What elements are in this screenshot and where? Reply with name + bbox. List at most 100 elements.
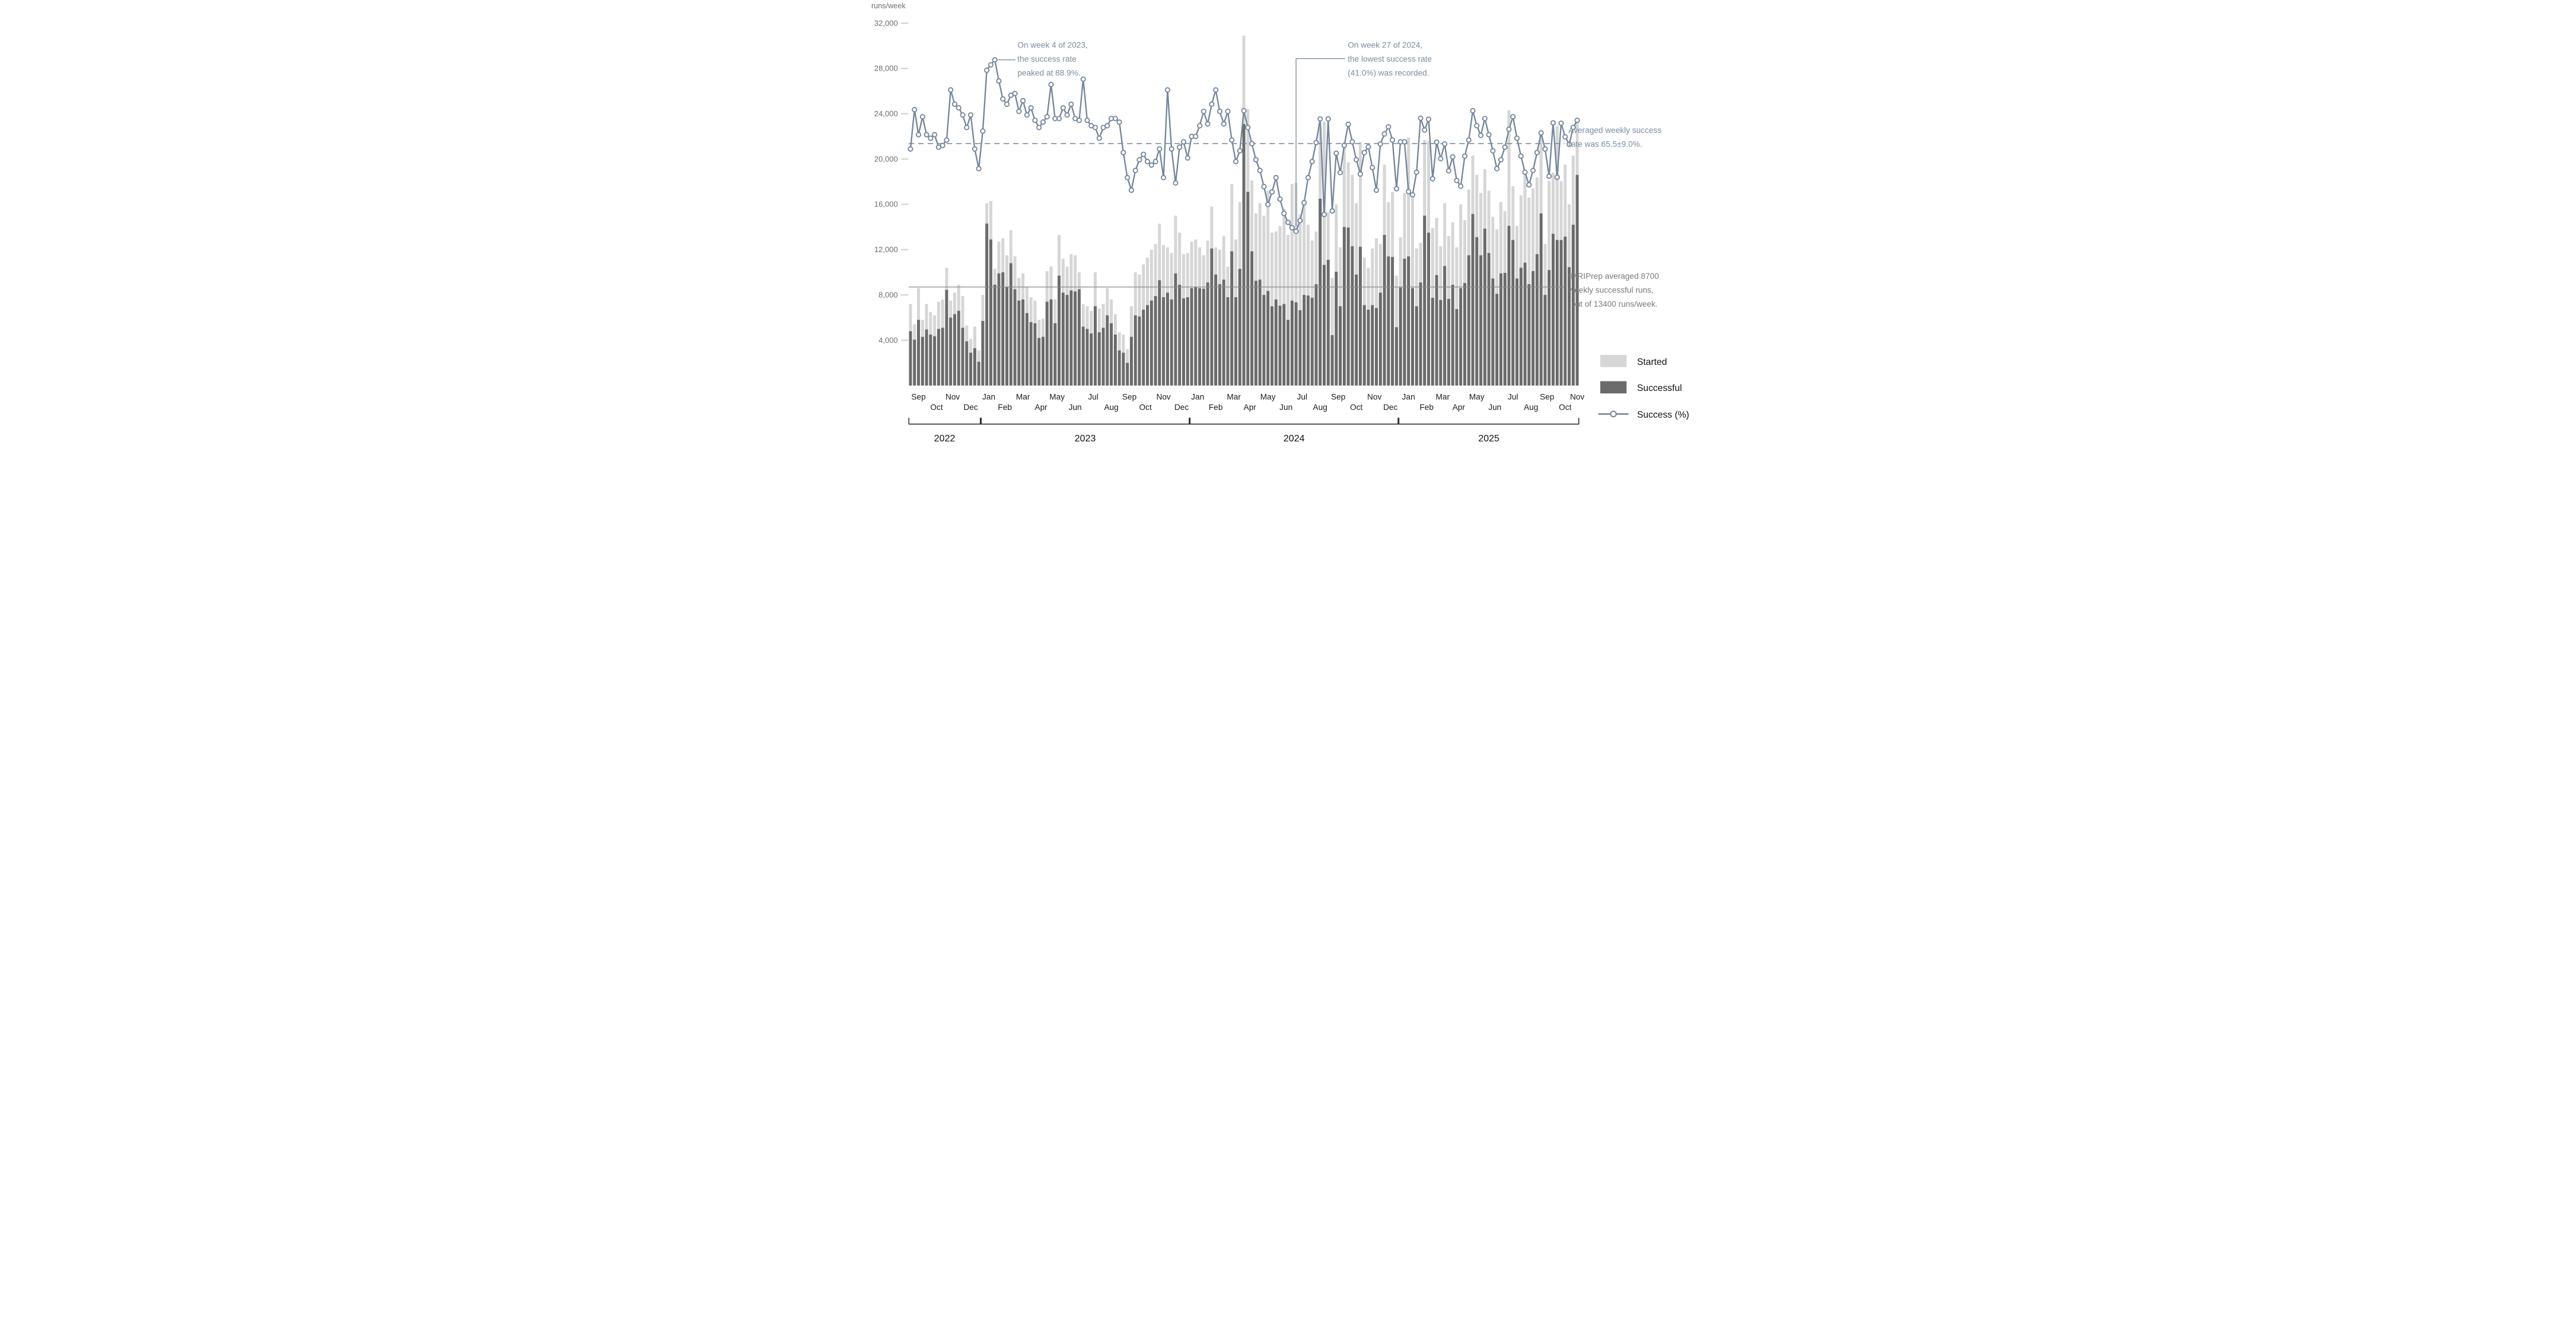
bar-successful (964, 341, 968, 386)
success-rate-marker (1333, 150, 1339, 156)
bar-successful (1025, 313, 1029, 386)
legend-label-started: Started (1636, 357, 1666, 367)
bar-successful (1214, 274, 1217, 386)
bar-successful (1193, 287, 1197, 386)
success-rate-marker (1542, 146, 1548, 152)
bar-successful (1314, 284, 1317, 386)
bar-successful (1266, 291, 1269, 386)
bar-successful (1049, 299, 1053, 386)
year-label: 2024 (1283, 434, 1304, 444)
bar-successful (989, 239, 992, 386)
bar-successful (1037, 338, 1040, 386)
success-rate-marker (1068, 101, 1074, 107)
success-rate-marker (1425, 116, 1431, 122)
bar-successful (1145, 305, 1149, 386)
bar-successful (1543, 295, 1546, 386)
bar-successful (1431, 297, 1434, 386)
month-label: Sep (911, 392, 926, 401)
success-rate-marker (1494, 166, 1499, 171)
success-rate-marker (1120, 150, 1126, 155)
bar-successful (1077, 289, 1081, 386)
success-rate-marker (1401, 139, 1408, 145)
bar-started (1266, 190, 1269, 386)
success-rate-marker (1020, 98, 1026, 104)
success-rate-marker (1385, 124, 1391, 130)
success-rate-marker (1437, 155, 1443, 161)
bar-successful (1507, 225, 1510, 386)
bar-successful (1105, 315, 1109, 386)
bar-successful (1483, 228, 1486, 386)
success-rate-marker (1004, 101, 1010, 107)
bar-successful (1310, 297, 1314, 386)
avg-rate-annotation-text: rate was 65.5±9.0%. (1568, 139, 1642, 148)
success-rate-marker (983, 67, 989, 73)
success-rate-marker (943, 137, 950, 143)
month-label: Aug (1524, 403, 1538, 412)
success-rate-marker (1047, 81, 1054, 88)
bar-successful (1073, 291, 1077, 386)
bar-successful (1166, 292, 1169, 386)
month-label: Apr (1243, 403, 1256, 412)
bar-successful (1225, 297, 1229, 386)
y-tick-label: 24,000 (874, 109, 897, 118)
lowest-annotation-text: the lowest success rate (1348, 55, 1432, 63)
success-rate-marker (1056, 116, 1062, 122)
bar-successful (1150, 300, 1153, 386)
bar-successful (1402, 259, 1406, 386)
year-bracket (908, 418, 980, 425)
bar-successful (985, 223, 988, 386)
success-rate-marker (1518, 153, 1524, 159)
bar-successful (1575, 174, 1579, 386)
success-rate-marker (1405, 189, 1411, 195)
success-rate-marker (1562, 134, 1568, 140)
success-rate-marker (1184, 155, 1190, 161)
bar-successful (1519, 268, 1523, 386)
bar-successful (1093, 306, 1097, 386)
bar-successful (1061, 292, 1065, 386)
success-rate-marker (1276, 196, 1283, 202)
legend-swatch-started (1600, 355, 1626, 367)
bar-successful (1350, 246, 1354, 386)
success-rate-marker (1217, 109, 1222, 115)
success-rate-marker (1164, 87, 1170, 93)
month-label: Nov (945, 392, 959, 401)
bar-successful (1282, 304, 1285, 386)
month-label: Sep (1540, 392, 1555, 401)
success-rate-marker (1176, 144, 1182, 150)
bar-successful (909, 331, 912, 386)
bar-successful (1551, 234, 1555, 386)
bar-successful (1121, 352, 1125, 386)
success-rate-marker (972, 146, 977, 152)
bar-successful (1471, 214, 1475, 386)
success-rate-marker (1124, 174, 1130, 180)
success-rate-marker (1253, 157, 1259, 163)
success-rate-marker (1116, 119, 1122, 125)
success-rate-marker (927, 135, 933, 141)
legend-marker-success-pct (1609, 411, 1617, 418)
success-rate-marker (1530, 167, 1536, 173)
bar-successful (1089, 333, 1093, 386)
bar-successful (1117, 350, 1121, 386)
bar-started (1330, 278, 1334, 386)
legend-swatch-successful (1600, 381, 1626, 394)
month-label: Oct (1559, 403, 1571, 412)
avg-rate-annotation-text: Averaged weekly success (1568, 126, 1661, 135)
success-rate-marker (1502, 144, 1508, 150)
bar-successful (1242, 123, 1246, 386)
bar-successful (1491, 278, 1494, 386)
lowest-annotation-text: On week 27 of 2024, (1348, 41, 1422, 50)
month-label: Sep (1331, 392, 1346, 401)
bar-successful (1346, 227, 1350, 386)
bar-successful (1326, 259, 1330, 386)
bar-successful (1499, 273, 1502, 386)
success-rate-marker (1566, 141, 1572, 147)
success-rate-marker (1260, 183, 1267, 190)
success-rate-marker (1031, 117, 1038, 123)
success-rate-marker (1349, 139, 1355, 145)
bar-successful (1065, 295, 1069, 386)
bar-successful (1190, 288, 1193, 386)
bar-successful (1125, 362, 1129, 386)
success-rate-marker (1040, 119, 1046, 125)
success-rate-marker (959, 112, 966, 118)
success-rate-marker (1345, 121, 1351, 128)
